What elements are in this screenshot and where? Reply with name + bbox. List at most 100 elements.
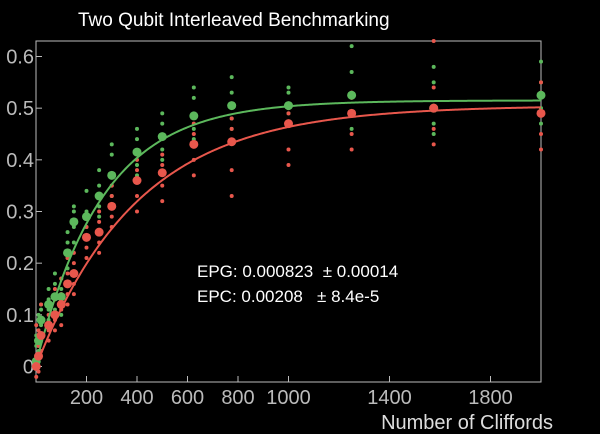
sample-point [52, 271, 57, 276]
sample-point [349, 70, 354, 74]
mean-point [107, 170, 117, 180]
sample-point [229, 126, 234, 131]
x-axis-label: Number of Cliffords [381, 412, 553, 434]
sample-point [39, 307, 44, 312]
x-tick-label: 200 [70, 387, 103, 409]
mean-point [347, 108, 357, 118]
mean-point [536, 90, 546, 100]
sample-point [286, 90, 291, 95]
annotation-epc: EPC: 0.00208 ± 8.4e-5 [197, 287, 379, 306]
sample-point [52, 281, 57, 286]
sample-point [84, 256, 89, 260]
sample-point [539, 80, 543, 85]
sample-point [71, 240, 76, 245]
sample-point [65, 302, 70, 307]
mean-point [284, 101, 293, 111]
sample-point [109, 142, 114, 147]
mean-point [44, 300, 54, 309]
mean-point [227, 101, 237, 111]
mean-point [132, 176, 142, 185]
mean-point [429, 103, 439, 113]
sample-point [160, 121, 165, 126]
sample-point [97, 219, 102, 224]
sample-point [229, 168, 234, 173]
mean-point [107, 201, 117, 211]
sample-point [539, 59, 543, 64]
sample-point [191, 85, 196, 90]
mean-point [94, 227, 104, 237]
sample-point [109, 152, 114, 157]
sample-point [431, 64, 436, 69]
mean-point [536, 108, 546, 118]
sample-point [39, 302, 44, 307]
sample-point [191, 132, 196, 136]
sample-point [539, 121, 543, 126]
mean-point [157, 132, 167, 142]
mean-point [189, 139, 199, 149]
sample-point [71, 261, 76, 266]
mean-point [284, 119, 293, 129]
mean-point [50, 310, 60, 320]
sample-point [349, 126, 354, 131]
sample-point [59, 323, 64, 328]
sample-point [97, 183, 102, 188]
mean-point [69, 269, 79, 278]
x-tick-label: 1800 [468, 387, 513, 409]
sample-point [52, 328, 57, 333]
mean-point [63, 248, 73, 258]
sample-point [97, 250, 102, 255]
mean-point [69, 217, 79, 227]
sample-point [191, 173, 196, 178]
mean-point [82, 232, 91, 242]
chart-title: Two Qubit Interleaved Benchmarking [78, 10, 390, 31]
x-tick-label: 400 [120, 387, 153, 409]
sample-point [46, 287, 51, 291]
mean-point [227, 137, 237, 147]
sample-point [160, 183, 165, 188]
mean-point [34, 351, 44, 361]
sample-point [160, 111, 165, 116]
annotation-epg: EPG: 0.000823 ± 0.00014 [197, 262, 398, 281]
sample-point [431, 126, 436, 131]
mean-points [31, 90, 546, 371]
mean-point [36, 315, 46, 325]
sample-point [109, 214, 114, 219]
y-tick-label: 0.3 [6, 202, 34, 224]
y-tick-label: 0.1 [6, 305, 34, 327]
sample-point [539, 147, 543, 152]
sample-point [34, 374, 39, 379]
sample-point [135, 137, 139, 142]
mean-point [44, 320, 54, 330]
sample-point [286, 163, 291, 167]
sample-point [97, 209, 102, 214]
sample-point [349, 147, 354, 152]
sample-point [431, 39, 436, 43]
sample-point [84, 245, 89, 250]
sample-point [135, 209, 139, 214]
sample-point [349, 44, 354, 49]
sample-point [539, 132, 543, 136]
sample-point [160, 163, 165, 167]
x-axis: 200 400 600 800 1000 1400 1800 [70, 376, 513, 409]
mean-point [56, 300, 66, 309]
y-tick-label: 0.2 [6, 253, 34, 275]
sample-point [135, 163, 139, 167]
sample-point [349, 132, 354, 136]
sample-point [34, 323, 39, 328]
y-tick-label: 0.4 [6, 150, 34, 172]
sample-point [431, 142, 436, 147]
mean-point [132, 147, 142, 157]
sample-point [229, 116, 234, 121]
y-tick-label: 0.6 [6, 47, 34, 69]
sample-point [135, 168, 139, 173]
sample-point [65, 230, 70, 235]
mean-point [157, 168, 167, 178]
sample-point [109, 194, 114, 198]
mean-point [82, 212, 91, 222]
y-tick-label: 0.5 [6, 98, 34, 120]
sample-point [84, 188, 89, 193]
x-tick-label: 800 [221, 387, 254, 409]
sample-point [71, 204, 76, 209]
sample-point [52, 287, 57, 291]
